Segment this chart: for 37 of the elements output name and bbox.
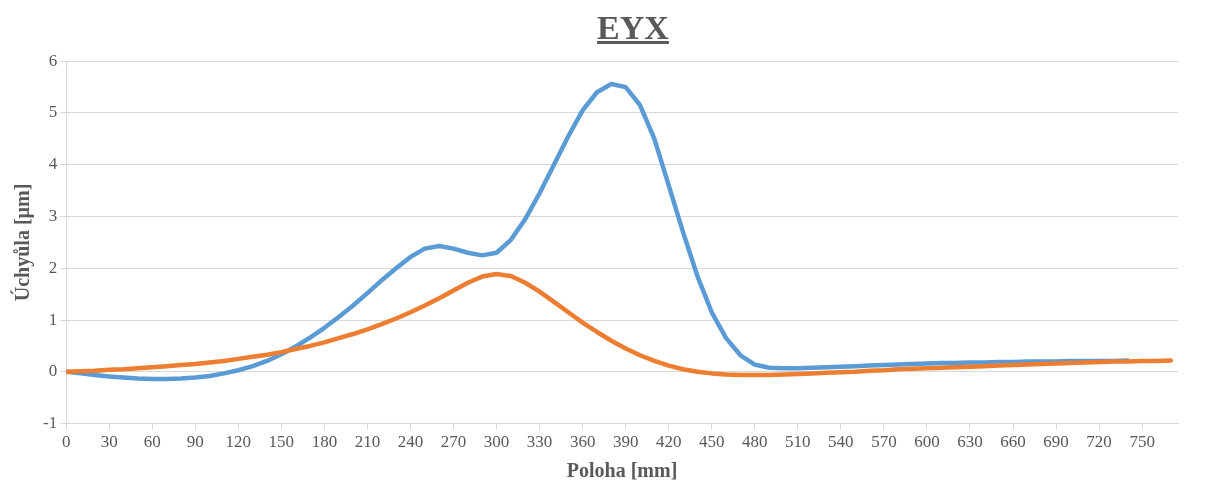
x-tick-label: 120 (225, 432, 252, 452)
y-tick-label: 1 (48, 309, 58, 329)
x-tick-label: 390 (612, 432, 639, 452)
x-tick-label: 720 (1086, 432, 1112, 452)
x-tick-label: 690 (1043, 432, 1069, 452)
x-tick-label: 540 (828, 432, 854, 452)
x-tick-label: 360 (569, 432, 596, 452)
x-tick-label: 570 (871, 432, 897, 452)
x-tick-label: 450 (698, 432, 725, 452)
x-tick-label: 180 (311, 432, 338, 452)
x-tick-label: 330 (526, 432, 553, 452)
y-tick-label: 5 (48, 102, 58, 122)
x-tick-label: 300 (483, 432, 510, 452)
x-tick-label: 600 (914, 432, 940, 452)
x-tick-label: 510 (785, 432, 811, 452)
x-tick-label: 420 (655, 432, 682, 452)
x-tick-label: 240 (397, 432, 424, 452)
y-tick-label: 4 (48, 154, 58, 174)
x-tick-label: 30 (100, 432, 118, 452)
x-tick-label: 750 (1129, 432, 1155, 452)
x-tick-label: 480 (742, 432, 768, 452)
y-tick-label: 6 (48, 50, 58, 70)
x-tick-label: 0 (61, 432, 71, 452)
x-tick-label: 150 (268, 432, 295, 452)
x-tick-label: 270 (440, 432, 467, 452)
x-tick-label: 630 (957, 432, 983, 452)
x-tick-label: 210 (354, 432, 381, 452)
y-tick-label: 3 (48, 205, 58, 225)
x-tick-label: 90 (186, 432, 204, 452)
x-axis-title: Poloha [mm] (566, 459, 678, 482)
chart-title: EYX (596, 8, 670, 48)
y-tick-label: 0 (48, 361, 58, 381)
y-tick-label: -1 (42, 413, 58, 433)
y-axis-title: Úchyůla [µm] (10, 183, 35, 302)
y-tick-label: 2 (48, 257, 58, 277)
x-tick-label: 660 (1000, 432, 1026, 452)
x-tick-label: 60 (143, 432, 161, 452)
